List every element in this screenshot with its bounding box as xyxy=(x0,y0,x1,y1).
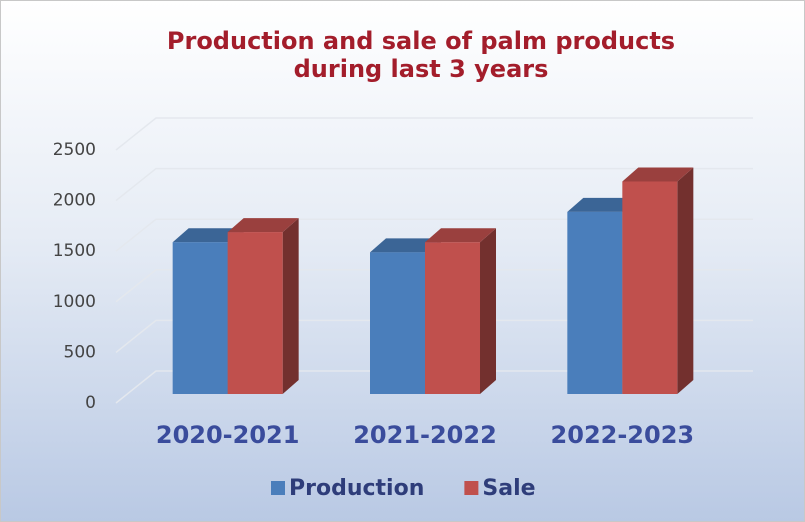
bar-top xyxy=(227,218,299,233)
grid-line xyxy=(115,269,753,303)
y-tick-label: 0 xyxy=(85,393,96,413)
y-tick-label: 500 xyxy=(64,342,96,362)
y-tick-label: 2000 xyxy=(53,191,96,211)
bar-top xyxy=(425,228,496,243)
grid-line xyxy=(115,218,753,252)
bar-side xyxy=(677,167,694,394)
legend-swatch xyxy=(464,481,479,495)
bar-top xyxy=(622,167,694,182)
bar xyxy=(370,252,425,394)
x-tick-label: 2020-2021 xyxy=(156,421,300,449)
bar-top xyxy=(172,228,244,243)
bar xyxy=(425,242,480,394)
bar-side xyxy=(480,228,496,394)
bar-side xyxy=(282,218,299,394)
bar xyxy=(172,242,228,394)
grid-line xyxy=(115,319,753,353)
bar xyxy=(567,211,623,394)
legend-label: Production xyxy=(289,476,424,501)
chart-title: Production and sale of palm products dur… xyxy=(166,27,676,83)
grid-line xyxy=(115,117,753,151)
grid-line xyxy=(115,167,753,202)
y-tick-label: 1500 xyxy=(53,241,96,261)
x-tick-label: 2021-2022 xyxy=(353,421,497,449)
bar-top xyxy=(370,238,441,253)
y-tick-label: 1000 xyxy=(53,292,96,312)
bar xyxy=(622,181,678,394)
y-tick-label: 2500 xyxy=(53,140,96,160)
legend-swatch xyxy=(271,481,285,495)
legend-label: Sale xyxy=(482,476,535,501)
grid-line xyxy=(115,370,753,404)
x-tick-label: 2022-2023 xyxy=(551,421,695,449)
bar xyxy=(227,232,283,394)
bar-top xyxy=(567,197,639,212)
